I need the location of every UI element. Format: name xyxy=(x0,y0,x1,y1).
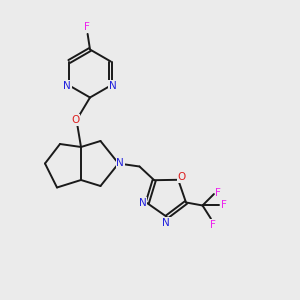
Text: N: N xyxy=(109,80,117,91)
Text: O: O xyxy=(178,172,186,182)
Text: N: N xyxy=(162,218,170,228)
Text: N: N xyxy=(116,158,124,169)
Text: O: O xyxy=(71,115,79,125)
Text: F: F xyxy=(210,220,216,230)
Text: N: N xyxy=(139,198,147,208)
Text: N: N xyxy=(63,80,71,91)
Text: F: F xyxy=(220,200,226,211)
Text: F: F xyxy=(84,22,90,32)
Text: F: F xyxy=(215,188,221,198)
